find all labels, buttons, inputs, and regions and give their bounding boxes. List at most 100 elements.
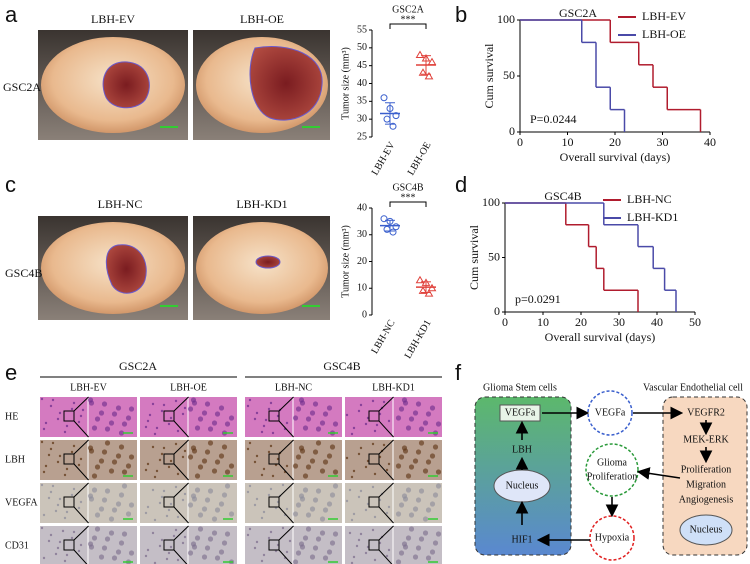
- cell: [148, 413, 152, 417]
- cell: [373, 558, 377, 562]
- y-tick-label: 50: [357, 42, 367, 53]
- panel-label: a: [5, 2, 18, 27]
- inset-line: [73, 549, 88, 564]
- cell: [295, 454, 302, 460]
- cell: [285, 507, 289, 511]
- cell: [429, 501, 436, 507]
- cell: [292, 463, 299, 469]
- cell: [269, 530, 273, 534]
- cell: [183, 535, 187, 539]
- cell: [373, 472, 377, 476]
- chart-title: GSC2A: [392, 4, 424, 15]
- y-tick-label: 100: [497, 12, 515, 26]
- inset-line: [173, 525, 189, 541]
- cell: [312, 545, 319, 551]
- cell: [364, 508, 368, 512]
- cell: [387, 548, 391, 552]
- node-label: Nucleus: [690, 524, 723, 535]
- cell: [285, 421, 289, 425]
- cell: [405, 425, 412, 431]
- inset-line: [73, 482, 89, 498]
- node-label: HIF1: [511, 534, 532, 545]
- cell: [91, 473, 98, 479]
- node-label: Proliferation: [587, 471, 638, 482]
- cell: [322, 459, 329, 465]
- cell: [165, 557, 169, 561]
- cell: [412, 458, 419, 464]
- column-label: LBH-EV: [70, 382, 107, 393]
- box-title: Glioma Stem cells: [483, 382, 557, 393]
- inset-line: [378, 463, 394, 481]
- cell: [153, 518, 157, 522]
- inset-line: [378, 525, 394, 541]
- box-title: Vascular Endothelial cell: [643, 382, 743, 393]
- y-tick-label: 40: [357, 202, 367, 213]
- y-tick-label: 35: [357, 96, 367, 107]
- cell: [255, 497, 259, 501]
- cell: [253, 546, 257, 550]
- cell: [228, 415, 235, 421]
- cell: [49, 533, 53, 537]
- cell: [204, 497, 211, 503]
- cell: [260, 430, 264, 434]
- cell: [88, 448, 95, 454]
- inset-line: [173, 396, 189, 412]
- y-axis-label: Cum survival: [482, 43, 496, 109]
- cell: [248, 527, 252, 531]
- cell: [118, 540, 125, 546]
- cell: [121, 531, 128, 537]
- cell: [151, 402, 155, 406]
- cell: [70, 407, 74, 411]
- cell: [128, 550, 135, 556]
- x-tick-label: 10: [562, 135, 574, 149]
- panel-label: c: [5, 172, 16, 197]
- cell: [58, 454, 62, 458]
- cell: [267, 536, 271, 540]
- cell: [224, 531, 231, 537]
- cell: [47, 539, 51, 543]
- cell: [49, 490, 53, 494]
- cell: [194, 425, 201, 431]
- cell: [305, 512, 312, 518]
- row-label: HE: [5, 411, 18, 422]
- cell: [70, 450, 74, 454]
- cell: [405, 473, 412, 479]
- cell: [63, 473, 67, 477]
- cell: [162, 446, 166, 450]
- inset-box: [268, 453, 280, 465]
- node-label: LBH: [512, 444, 532, 455]
- cell: [322, 555, 329, 561]
- inset-line: [173, 420, 189, 438]
- cell: [181, 541, 185, 545]
- cell: [264, 418, 268, 422]
- cell: [422, 420, 429, 426]
- x-tick-label: LBH-OE: [406, 140, 434, 177]
- cell: [432, 540, 439, 546]
- cell: [326, 501, 333, 507]
- cell: [181, 498, 185, 502]
- cell: [398, 406, 405, 412]
- cell: [364, 465, 368, 469]
- cell: [128, 406, 135, 412]
- cell: [352, 426, 356, 430]
- cell: [302, 473, 309, 479]
- cell: [415, 401, 422, 407]
- cell: [329, 444, 336, 450]
- cell: [329, 540, 336, 546]
- cell: [169, 416, 173, 420]
- annotation: p=0.0291: [515, 292, 561, 306]
- cell: [72, 487, 76, 491]
- cell: [309, 458, 316, 464]
- x-tick-label: 30: [657, 135, 669, 149]
- cell: [104, 440, 111, 446]
- cell: [77, 549, 81, 553]
- cell: [194, 473, 201, 479]
- cell: [224, 469, 231, 475]
- node-label: VEGFa: [505, 407, 536, 418]
- cell: [255, 411, 259, 415]
- cell: [111, 507, 118, 513]
- cell: [352, 512, 356, 516]
- inset-line: [73, 506, 89, 524]
- cell: [207, 426, 214, 432]
- inset-line: [278, 525, 294, 541]
